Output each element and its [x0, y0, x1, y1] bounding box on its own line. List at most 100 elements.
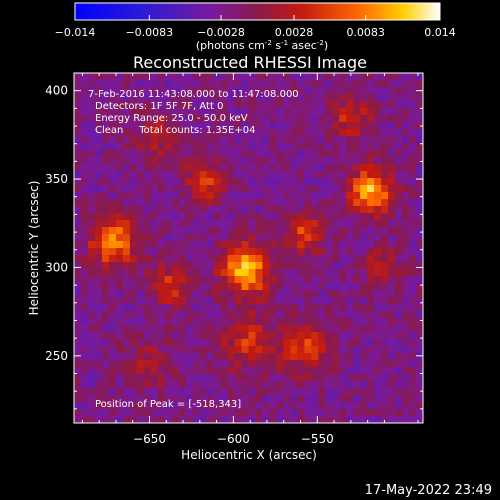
heatmap-cell: [150, 409, 159, 417]
heatmap-cell: [227, 332, 235, 340]
heatmap-cell: [108, 339, 117, 347]
heatmap-cell: [297, 339, 305, 347]
heatmap-cell: [395, 94, 403, 102]
heatmap-cell: [199, 157, 208, 165]
heatmap-cell: [325, 136, 333, 144]
heatmap-cell: [374, 402, 382, 410]
heatmap-cell: [157, 171, 166, 179]
heatmap-cell: [234, 374, 242, 382]
heatmap-cell: [332, 332, 340, 340]
heatmap-cell: [234, 213, 242, 221]
heatmap-cell: [276, 178, 284, 186]
heatmap-cell: [325, 416, 333, 424]
heatmap-cell: [136, 192, 145, 200]
heatmap-cell: [150, 80, 159, 88]
heatmap-cell: [108, 136, 117, 144]
heatmap-cell: [101, 241, 110, 249]
heatmap-cell: [311, 269, 319, 277]
heatmap-cell: [311, 171, 319, 179]
heatmap-cell: [262, 269, 270, 277]
heatmap-cell: [164, 416, 173, 424]
heatmap-cell: [213, 248, 221, 256]
heatmap-cell: [234, 360, 242, 368]
heatmap-cell: [227, 388, 235, 396]
heatmap-cell: [94, 276, 103, 284]
heatmap-cell: [129, 101, 138, 109]
heatmap-cell: [297, 304, 305, 312]
heatmap-cell: [416, 325, 424, 333]
heatmap-cell: [234, 325, 242, 333]
heatmap-cell: [395, 290, 403, 298]
heatmap-cell: [276, 171, 284, 179]
heatmap-cell: [178, 122, 187, 130]
heatmap-cell: [108, 220, 117, 228]
heatmap-cell: [297, 185, 305, 193]
heatmap-cell: [192, 220, 201, 228]
heatmap-cell: [227, 297, 235, 305]
heatmap-cell: [297, 227, 305, 235]
heatmap-cell: [192, 150, 201, 158]
heatmap-cell: [206, 353, 214, 361]
heatmap-cell: [227, 304, 235, 312]
heatmap-cell: [87, 409, 96, 417]
heatmap-cell: [276, 213, 284, 221]
heatmap-cell: [157, 80, 166, 88]
heatmap-cell: [108, 416, 117, 424]
heatmap-cell: [339, 409, 347, 417]
heatmap-cell: [164, 192, 173, 200]
heatmap-cell: [255, 367, 263, 375]
heatmap-cell: [213, 297, 221, 305]
heatmap-cell: [213, 276, 221, 284]
heatmap-cell: [381, 234, 389, 242]
heatmap-cell: [416, 80, 424, 88]
heatmap-cell: [248, 150, 256, 158]
heatmap-cell: [101, 157, 110, 165]
heatmap-cell: [290, 164, 298, 172]
heatmap-cell: [157, 409, 166, 417]
heatmap-cell: [101, 150, 110, 158]
heatmap-cell: [94, 269, 103, 277]
heatmap-cell: [304, 374, 312, 382]
peak-position-label: Position of Peak = [-518,343]: [95, 399, 241, 410]
heatmap-cell: [409, 220, 417, 228]
heatmap-cell: [234, 367, 242, 375]
heatmap-cell: [115, 388, 124, 396]
heatmap-cell: [290, 339, 298, 347]
heatmap-cell: [143, 388, 152, 396]
heatmap-cell: [283, 136, 291, 144]
heatmap-cell: [136, 73, 145, 81]
heatmap-cell: [276, 297, 284, 305]
heatmap-cell: [157, 346, 166, 354]
heatmap-cell: [381, 325, 389, 333]
heatmap-cell: [74, 115, 82, 123]
heatmap-cell: [94, 416, 103, 424]
heatmap-cell: [255, 388, 263, 396]
heatmap-cell: [402, 213, 410, 221]
heatmap-cell: [150, 381, 159, 389]
heatmap-cell: [94, 346, 103, 354]
heatmap-cell: [122, 213, 131, 221]
heatmap-cell: [276, 353, 284, 361]
heatmap-cell: [213, 339, 221, 347]
heatmap-cell: [185, 297, 194, 305]
heatmap-cell: [318, 262, 326, 270]
heatmap-cell: [143, 290, 152, 298]
heatmap-cell: [297, 150, 305, 158]
heatmap-cell: [332, 122, 340, 130]
heatmap-cell: [283, 332, 291, 340]
heatmap-cell: [353, 255, 361, 263]
heatmap-cell: [360, 185, 368, 193]
heatmap-cell: [395, 178, 403, 186]
heatmap-cell: [122, 409, 131, 417]
heatmap-cell: [157, 339, 166, 347]
heatmap-cell: [395, 332, 403, 340]
heatmap-cell: [178, 192, 187, 200]
heatmap-cell: [101, 402, 110, 410]
heatmap-cell: [213, 80, 221, 88]
heatmap-cell: [318, 101, 326, 109]
heatmap-cell: [367, 178, 375, 186]
heatmap-cell: [136, 409, 145, 417]
heatmap-cell: [220, 318, 228, 326]
heatmap-cell: [80, 381, 89, 389]
heatmap-cell: [241, 402, 249, 410]
